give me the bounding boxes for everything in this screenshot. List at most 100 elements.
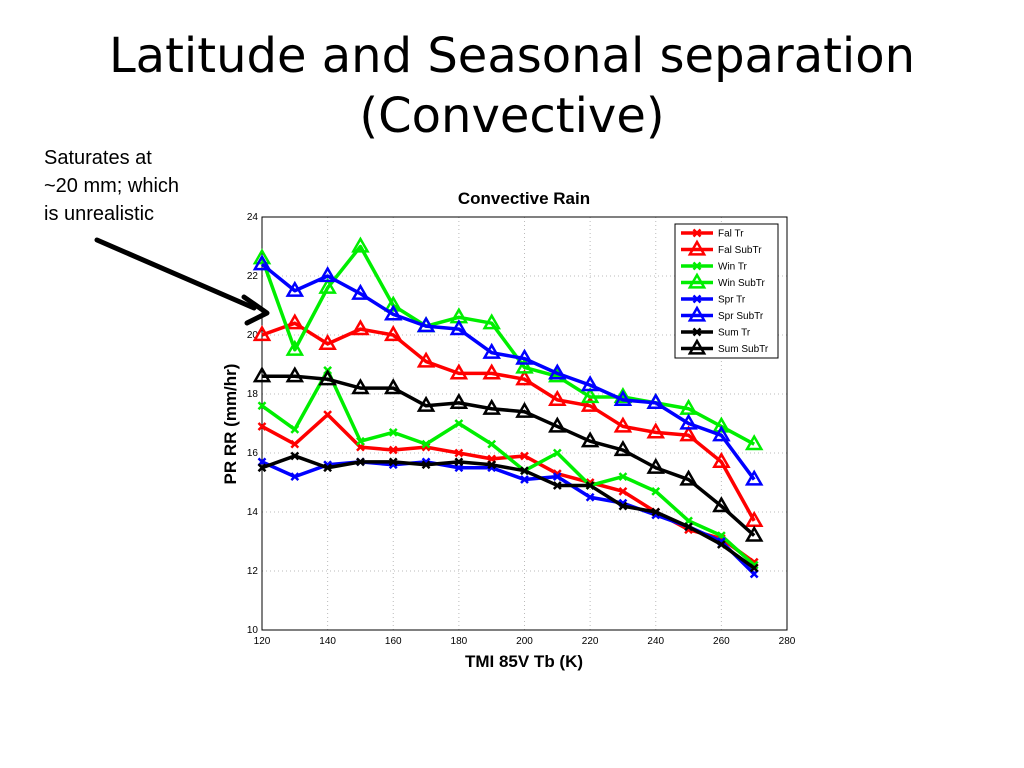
legend-swatch-marker (692, 294, 702, 304)
legend-swatch-marker (692, 327, 702, 337)
annotation-text: Saturates at ~20 mm; which is unrealisti… (44, 144, 234, 228)
series-line-spr-subtr (260, 262, 756, 481)
x-tick-label: 240 (647, 636, 664, 647)
y-tick-label: 22 (247, 271, 259, 282)
y-tick-label: 14 (247, 507, 259, 518)
data-point-sum-tr (684, 522, 693, 532)
legend-item-sum-subtr: Sum SubTr (681, 338, 769, 355)
data-point-spr-subtr (613, 389, 633, 407)
data-point-spr-subtr (646, 392, 666, 409)
data-point-spr-subtr (515, 348, 534, 365)
series-line-sum-subtr (262, 374, 756, 537)
data-point-sum-tr (323, 463, 333, 473)
data-point-win-tr (388, 427, 398, 437)
x-tick-label: 120 (254, 636, 271, 647)
data-point-win-tr (618, 472, 628, 481)
data-point-sum-subtr (712, 496, 731, 513)
y-axis-label: PR RR (mm/hr) (221, 364, 240, 485)
legend-item-sum-tr: Sum Tr (681, 328, 751, 339)
legend-item-spr-tr: Spr Tr (681, 295, 746, 306)
legend-swatch-marker (687, 272, 707, 289)
x-tick-label: 140 (319, 636, 336, 647)
data-point-sum-tr (749, 563, 759, 573)
annotation-line-3: is unrealistic (44, 203, 155, 225)
legend-swatch-marker (692, 228, 702, 238)
data-point-spr-tr (585, 492, 595, 502)
tick-labels: 120 140 160 180 200 220 240 260 280 10 12 14 16 18 20 2… (247, 212, 796, 647)
data-point-fal-subtr (580, 395, 600, 412)
legend-item-spr-subtr: Spr SubTr (681, 305, 764, 322)
data-point-sum-tr (421, 460, 431, 470)
x-axis-label: TMI 85V Tb (K) (465, 652, 583, 671)
data-point-fal-tr (454, 448, 464, 458)
x-tick-label: 280 (779, 636, 796, 647)
legend: Fal Tr Fal SubTr Win Tr Win SubTr Spr Tr Spr … (674, 223, 779, 359)
data-point-spr-subtr (679, 413, 698, 430)
data-point-sum-subtr (482, 398, 501, 415)
data-point-spr-subtr (252, 254, 272, 271)
legend-swatch-marker (687, 305, 707, 322)
data-point-fal-subtr (679, 425, 698, 442)
data-point-fal-subtr (712, 451, 731, 468)
data-point-sum-subtr (548, 416, 567, 433)
chart-title: Convective Rain (458, 189, 590, 208)
data-point-fal-tr (520, 451, 529, 461)
data-point-win-tr (454, 419, 464, 428)
legend-box (674, 223, 779, 359)
data-point-fal-subtr (548, 389, 567, 407)
y-tick-label: 12 (247, 566, 259, 577)
data-point-win-subtr (383, 295, 403, 312)
data-point-fal-subtr (285, 313, 305, 330)
data-point-fal-tr (290, 439, 300, 449)
data-point-sum-subtr (744, 525, 764, 542)
data-point-spr-subtr (482, 342, 501, 359)
legend-item-win-subtr: Win SubTr (681, 272, 766, 289)
legend-label: Win Tr (718, 262, 748, 273)
data-point-win-tr (257, 401, 267, 411)
annotation-arrow-head (241, 294, 270, 326)
slide-title: Latitude and Seasonal separation (Convec… (0, 26, 1024, 146)
data-point-win-subtr (318, 277, 337, 294)
data-point-spr-subtr (285, 280, 305, 297)
data-point-spr-subtr (548, 363, 567, 380)
legend-swatch-marker (692, 261, 702, 271)
data-point-fal-subtr (351, 319, 370, 336)
series-sum-subtr (252, 366, 764, 542)
y-tick-label: 16 (247, 448, 259, 459)
data-point-sum-tr (585, 481, 595, 490)
series-group (252, 236, 764, 579)
data-point-sum-subtr (515, 401, 534, 418)
data-point-win-subtr (285, 339, 305, 356)
data-point-sum-subtr (646, 457, 666, 474)
legend-item-fal-tr: Fal Tr (681, 229, 744, 240)
data-point-fal-subtr (252, 324, 272, 342)
data-point-fal-tr (323, 410, 333, 420)
slide-title-line-2: (Convective) (359, 88, 665, 144)
y-tick-label: 10 (247, 625, 259, 636)
data-point-spr-tr (290, 472, 300, 481)
data-point-spr-subtr (449, 319, 469, 336)
data-point-win-tr (421, 439, 431, 449)
x-tick-label: 160 (385, 636, 402, 647)
data-point-sum-tr (487, 460, 497, 470)
data-point-sum-subtr (613, 440, 633, 457)
data-point-sum-subtr (580, 431, 600, 448)
data-point-sum-subtr (416, 395, 436, 412)
data-point-sum-tr (651, 507, 661, 517)
annotation-line-1: Saturates at (44, 147, 152, 169)
data-point-sum-subtr (285, 366, 305, 383)
slide-title-line-1: Latitude and Seasonal separation (108, 28, 916, 84)
data-point-win-subtr (351, 236, 370, 253)
legend-label: Sum Tr (718, 328, 751, 339)
data-point-spr-subtr (712, 425, 731, 442)
annotation-arrow (94, 237, 270, 326)
data-point-fal-subtr (482, 363, 501, 380)
data-point-fal-subtr (646, 422, 666, 439)
data-point-win-subtr (712, 416, 731, 433)
data-point-fal-subtr (449, 363, 469, 380)
data-point-spr-subtr (383, 304, 403, 321)
y-tick-label: 24 (247, 212, 259, 223)
legend-label: Fal SubTr (718, 245, 762, 256)
x-tick-label: 180 (451, 636, 468, 647)
data-point-win-tr (651, 486, 661, 496)
